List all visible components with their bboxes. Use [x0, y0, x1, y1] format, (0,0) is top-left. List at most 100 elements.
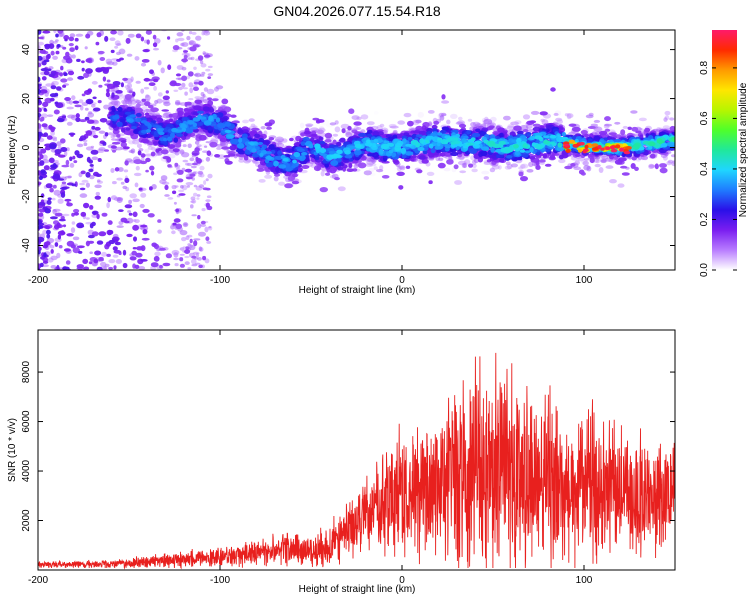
spectrogram-blob	[189, 46, 197, 52]
spectrogram-blob	[93, 134, 99, 139]
spectrogram-blob	[407, 120, 414, 127]
spectrogram-blob	[539, 111, 548, 116]
spectrogram-blob	[141, 98, 146, 103]
spectrogram-blob	[73, 212, 79, 216]
spectrogram-blob	[549, 134, 557, 139]
spectrogram-blob	[173, 89, 179, 93]
spectrogram-blob	[63, 150, 68, 157]
spectrogram-blob	[149, 186, 153, 191]
spectrogram-blob	[519, 149, 526, 153]
spectrogram-blob	[187, 71, 194, 77]
spectrogram-blob	[266, 126, 272, 130]
spectrogram-blob	[92, 107, 101, 112]
spectrogram-blob	[135, 99, 142, 104]
spectrogram-blob	[516, 130, 524, 135]
spectrogram-blob	[154, 99, 159, 105]
spectrogram-blob	[204, 145, 208, 148]
spectrogram-blob	[169, 148, 175, 153]
spectrogram-blob	[179, 247, 185, 251]
spectrogram-blob	[229, 138, 239, 145]
spectrogram-blob	[187, 120, 195, 125]
spectrogram-blob	[116, 43, 122, 46]
spectrogram-blob	[227, 134, 235, 139]
spectrogram-blob	[184, 261, 190, 265]
spectrogram-blob	[526, 169, 534, 173]
spectrogram-blob	[79, 187, 86, 191]
spectrogram-blob	[174, 151, 180, 156]
spectrogram-blob	[59, 72, 63, 77]
spectrogram-blob	[173, 201, 177, 205]
spectrogram-blob	[366, 121, 375, 126]
spectrogram-blob	[202, 99, 209, 104]
spectrogram-blob	[238, 158, 245, 163]
spectrogram-blob	[522, 129, 529, 133]
spectrogram-blob	[648, 164, 656, 168]
spectrogram-blob	[116, 121, 123, 128]
spectrogram-blob	[73, 160, 78, 164]
spectrogram-blob	[198, 231, 206, 237]
spectrogram-blob	[111, 195, 117, 201]
spectrogram-blob	[169, 81, 177, 87]
spectrogram-blob	[332, 139, 337, 145]
spectrogram-blob	[165, 90, 169, 94]
spectrogram-blob	[60, 147, 68, 152]
spectrogram-blob	[421, 158, 429, 164]
spectrogram-blob	[505, 161, 511, 166]
spectrogram-blob	[167, 144, 176, 149]
spectrogram-blob	[94, 195, 102, 200]
spectrogram-blob	[94, 126, 101, 131]
spectrogram-blob	[153, 141, 159, 146]
spectrogram-blob	[46, 199, 52, 205]
spectrogram-blob	[299, 122, 305, 129]
spectrogram-blob	[634, 166, 639, 171]
spectrogram-blob	[338, 138, 346, 143]
spectrogram-blob	[38, 131, 43, 137]
spectrogram-blob	[415, 119, 422, 124]
spectrogram-blob	[61, 181, 67, 185]
spectrogram-blob	[98, 84, 103, 88]
spectrogram-blob	[127, 33, 135, 38]
spectrogram-blob	[99, 118, 108, 123]
spectrogram-blob	[564, 165, 573, 170]
spectrogram-blob	[529, 156, 536, 160]
spectrogram-blob	[83, 72, 90, 79]
spectrogram-blob	[544, 163, 552, 167]
spectrogram-blob	[89, 175, 95, 180]
spectrogram-blob	[417, 111, 424, 118]
spectrogram-blob	[353, 121, 362, 126]
spectrogram-blob	[102, 67, 110, 73]
spectrogram-blob	[63, 72, 68, 77]
spectrogram-blob	[263, 141, 270, 145]
spectrogram-blob	[116, 225, 124, 229]
spectrogram-blob	[49, 245, 55, 249]
spectrogram-blob	[354, 143, 362, 149]
spectrogram-blob	[199, 165, 205, 171]
spectrogram-blob	[150, 151, 156, 157]
spectrogram-blob	[441, 100, 450, 104]
spectrogram-blob	[89, 251, 93, 254]
spectrogram-blob	[355, 127, 362, 130]
spectrogram-blob	[373, 138, 379, 143]
spectrogram-blob	[193, 240, 198, 247]
spectrogram-blob	[190, 196, 196, 201]
spectrogram-blob	[54, 149, 62, 154]
spectrogram-blob	[208, 115, 214, 122]
spectrogram-blob	[258, 179, 266, 183]
spectrogram-blob	[561, 132, 567, 137]
spectrogram-blob	[440, 139, 448, 145]
spectrogram-blob	[64, 38, 68, 42]
spectrogram-blob	[180, 123, 187, 129]
spectrogram-blob	[84, 116, 90, 121]
spectrogram-blob	[38, 45, 41, 51]
spectrogram-blob	[182, 159, 189, 163]
spectrogram-blob	[193, 105, 202, 111]
spectrogram-blob	[444, 151, 453, 157]
spectrogram-blob	[334, 177, 340, 181]
spectrogram-blob	[138, 266, 146, 270]
spectrogram-blob	[167, 164, 172, 168]
spectrogram-blob	[86, 119, 95, 124]
spectrogram-blob	[175, 77, 182, 80]
spectrogram-blob	[94, 250, 102, 256]
spectrogram-blob	[336, 141, 342, 147]
spectrogram-blob	[78, 137, 84, 142]
